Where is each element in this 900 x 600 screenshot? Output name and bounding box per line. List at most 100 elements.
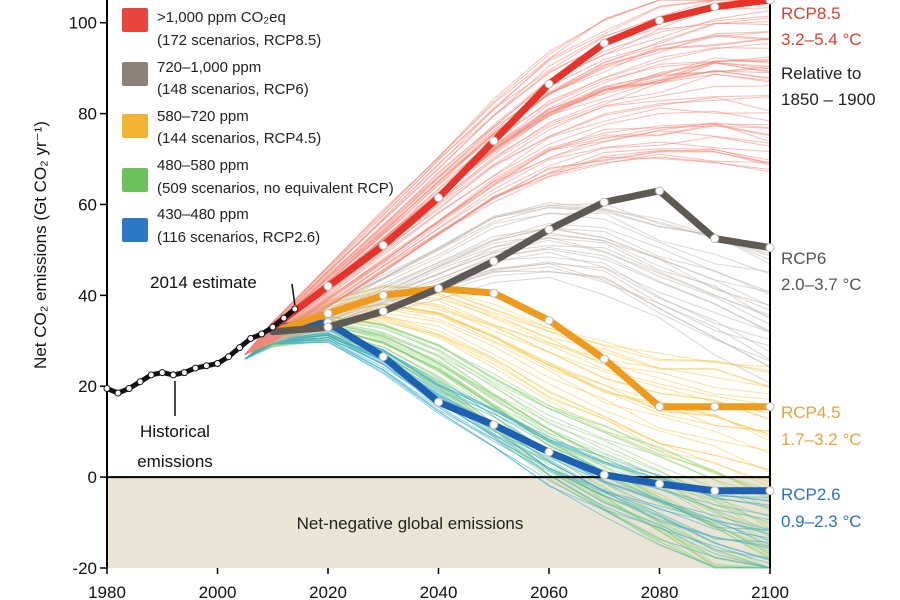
estimate-annotation: 2014 estimate — [150, 273, 257, 292]
historical-point — [291, 305, 299, 313]
series-line-rcp85 — [269, 0, 774, 331]
series-point — [599, 354, 609, 364]
rcp85-name: RCP8.5 — [781, 4, 841, 23]
legend-sub-rcp26: (116 scenarios, RCP2.6) — [157, 229, 320, 246]
scenario-line — [244, 0, 770, 355]
historical-series — [103, 305, 299, 397]
x-tick-label: 2040 — [420, 583, 458, 600]
x-tick-label: 2100 — [751, 583, 789, 600]
series-line-rcp45 — [269, 285, 774, 411]
series-line-rcp6 — [269, 187, 774, 336]
scenario-line — [244, 15, 771, 355]
y-tick-label: 80 — [78, 105, 97, 124]
series-point — [544, 79, 554, 89]
estimate-pointer — [291, 283, 296, 306]
series-point — [655, 186, 664, 196]
historical-point — [147, 371, 155, 379]
relative-note-line2: 1850 – 1900 — [781, 90, 876, 109]
relative-note-line1: Relative to — [781, 64, 861, 83]
legend-swatch-rcp6 — [122, 62, 148, 86]
legend-sub-rcp85: (172 scenarios, RCP8.5) — [157, 32, 321, 49]
scenario-line — [244, 0, 770, 355]
series-point — [599, 197, 609, 207]
series-point — [765, 0, 775, 5]
x-tick-label: 2060 — [530, 583, 568, 600]
historical-point — [269, 323, 277, 331]
series-point — [489, 288, 499, 298]
scenario-line — [244, 141, 771, 355]
series-point — [434, 284, 443, 294]
series-point — [765, 486, 775, 496]
scenario-line — [244, 334, 771, 543]
y-tick-label: -20 — [72, 559, 97, 578]
historical-point — [258, 330, 266, 338]
y-tick-label: 40 — [78, 286, 97, 305]
legend-item-rcp85: >1,000 ppm CO₂eq (172 scenarios, RCP8.5) — [122, 8, 321, 49]
historical-point — [225, 353, 233, 361]
scenario-line — [244, 0, 770, 355]
series-point — [710, 2, 720, 12]
scenario-line — [244, 31, 771, 355]
historical-point — [247, 335, 255, 343]
series-point — [599, 470, 609, 480]
rcp45-name: RCP4.5 — [781, 403, 841, 422]
historical-annotation-line1: Historical — [140, 422, 210, 441]
legend-swatch-rcp26 — [122, 218, 148, 242]
series-point — [655, 15, 664, 25]
rcp85-range: 3.2–5.4 °C — [781, 30, 862, 49]
series-point — [434, 193, 443, 203]
series-point — [710, 402, 720, 412]
historical-point — [191, 364, 199, 372]
legend-sub-rcp6: (148 scenarios, RCP6) — [157, 81, 309, 98]
legend-sub-480-580: (509 scenarios, no equivalent RCP) — [157, 180, 394, 197]
legend-item-rcp26: 430–480 ppm (116 scenarios, RCP2.6) — [122, 206, 320, 246]
series-line-rcp26 — [269, 319, 774, 495]
legend-label-rcp6: 720–1,000 ppm — [157, 59, 261, 76]
right-labels: RCP8.5 3.2–5.4 °C Relative to 1850 – 190… — [781, 4, 876, 531]
scenario-line — [244, 22, 771, 355]
series-point — [434, 397, 443, 407]
historical-point — [280, 314, 288, 322]
rcp45-range: 1.7–3.2 °C — [781, 430, 862, 449]
legend-swatch-rcp45 — [122, 114, 148, 138]
series-point — [378, 290, 388, 300]
historical-point — [114, 389, 122, 397]
series-point — [710, 486, 720, 496]
net-negative-label: Net-negative global emissions — [297, 514, 524, 533]
legend-item-rcp6: 720–1,000 ppm (148 scenarios, RCP6) — [122, 59, 309, 98]
legend-label-rcp45: 580–720 ppm — [157, 108, 249, 125]
series-point — [544, 224, 554, 234]
legend: >1,000 ppm CO₂eq (172 scenarios, RCP8.5)… — [122, 8, 394, 246]
x-tick-label: 2080 — [641, 583, 679, 600]
series-point — [489, 136, 499, 146]
historical-point — [169, 371, 177, 379]
rcp6-name: RCP6 — [781, 249, 826, 268]
series-point — [765, 402, 775, 412]
y-tick-label: 100 — [69, 14, 97, 33]
scenario-line — [244, 338, 771, 560]
legend-label-rcp26: 430–480 ppm — [157, 206, 249, 223]
legend-item-480-580: 480–580 ppm (509 scenarios, no equivalen… — [122, 157, 394, 197]
rcp6-range: 2.0–3.7 °C — [781, 275, 862, 294]
scenario-line — [244, 136, 771, 355]
series-point — [489, 420, 499, 430]
legend-swatch-rcp85 — [122, 8, 148, 32]
historical-point — [125, 385, 133, 393]
series-point — [544, 447, 554, 457]
y-tick-label: 60 — [78, 195, 97, 214]
y-tick-label: 20 — [78, 377, 97, 396]
x-tick-label: 2000 — [199, 583, 237, 600]
scenario-line — [244, 17, 771, 355]
legend-label-rcp85: >1,000 ppm CO₂eq — [157, 9, 286, 26]
series-point — [378, 240, 388, 250]
historical-point — [158, 369, 166, 377]
pathway-series — [269, 0, 775, 496]
series-point — [323, 322, 333, 332]
series-labels — [174, 283, 296, 416]
legend-label-480-580: 480–580 ppm — [157, 157, 249, 174]
series-point — [323, 281, 333, 291]
rcp26-name: RCP2.6 — [781, 485, 841, 504]
scenario-line — [244, 95, 771, 355]
scenario-line — [244, 337, 771, 547]
